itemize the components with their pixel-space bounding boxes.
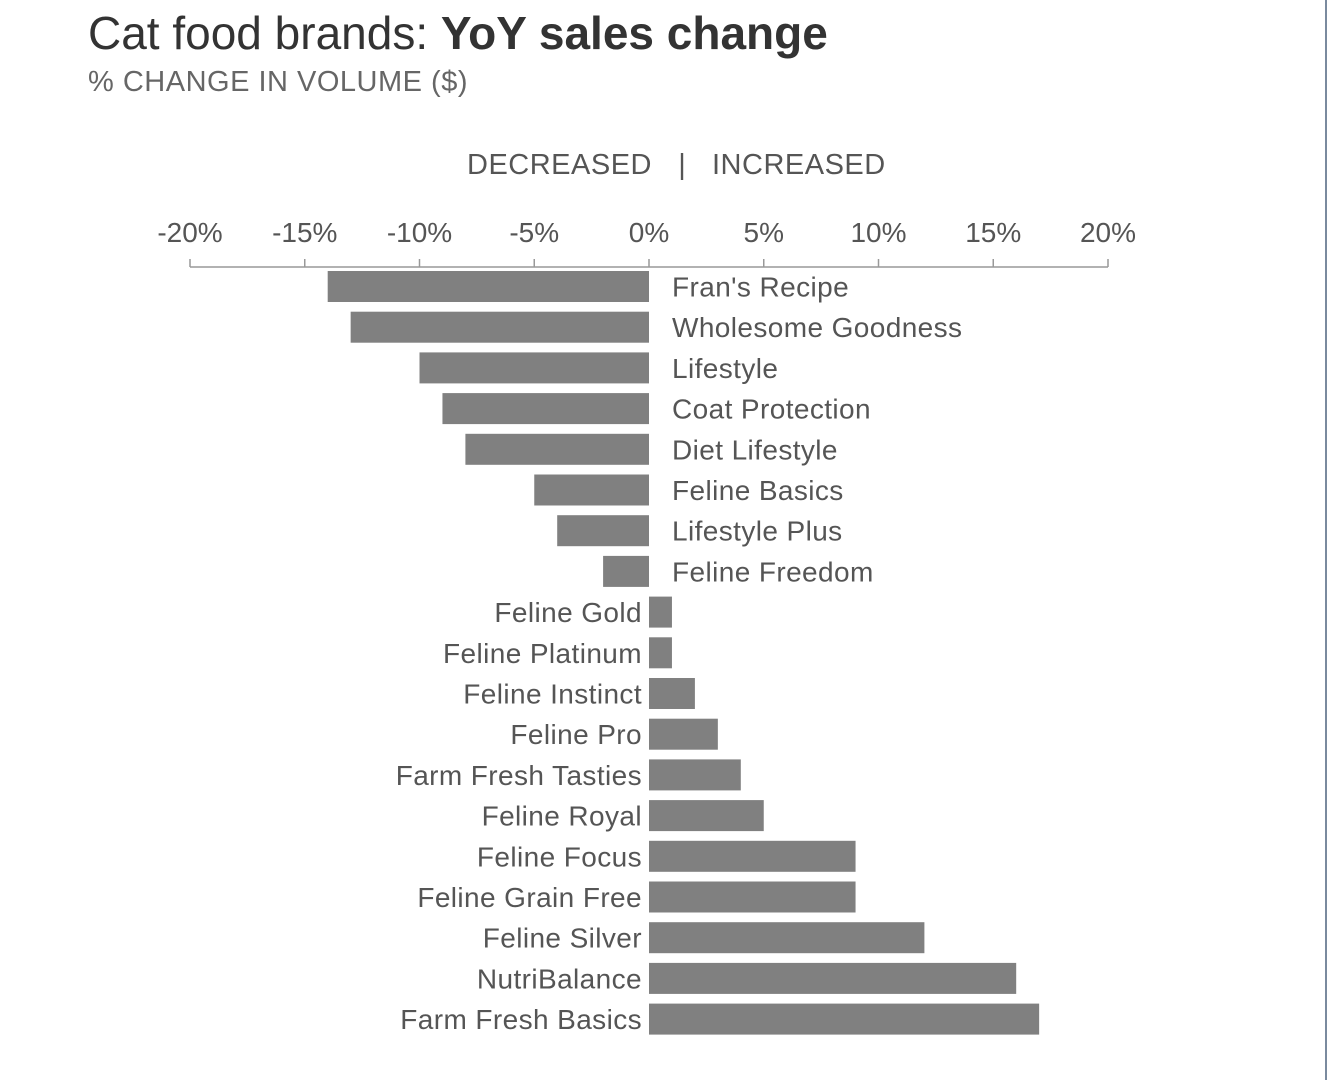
bar-coat-protection	[442, 393, 649, 425]
frame-edge	[1325, 0, 1327, 1080]
category-label: Feline Grain Free	[417, 882, 642, 913]
chart-subtitle: % CHANGE IN VOLUME ($)	[88, 66, 468, 98]
bar-feline-grain-free	[649, 881, 856, 913]
bars	[327, 271, 1040, 1035]
x-tick-label: 15%	[965, 217, 1021, 248]
x-tick-label: -5%	[509, 217, 559, 248]
bar-feline-focus	[649, 840, 856, 872]
x-axis: -20% -15% -10% -5% 0% 5% 10% 15% 20%	[157, 217, 1136, 268]
x-tick-label: 0%	[629, 217, 669, 248]
title-bold: YoY sales change	[440, 7, 828, 59]
category-label: Feline Focus	[477, 841, 642, 872]
x-tick-label: -20%	[157, 217, 222, 248]
category-label: Lifestyle	[672, 353, 778, 384]
direction-right-label: INCREASED	[712, 149, 886, 181]
chart-title: Cat food brands: YoY sales change	[88, 6, 828, 60]
direction-separator: |	[678, 149, 686, 181]
category-label: Feline Royal	[482, 801, 642, 832]
bar-lifestyle-plus	[557, 515, 649, 547]
bar-nutribalance	[649, 962, 1017, 994]
bar-wholesome-goodness	[350, 311, 649, 343]
category-label: Diet Lifestyle	[672, 434, 838, 465]
category-label: Lifestyle Plus	[672, 516, 843, 547]
x-tick-label: -10%	[387, 217, 452, 248]
bar-farm-fresh-basics	[649, 1003, 1040, 1035]
category-label: Farm Fresh Basics	[400, 1004, 642, 1035]
bar-feline-pro	[649, 718, 718, 750]
bar-feline-royal	[649, 800, 764, 832]
bar-diet-lifestyle	[465, 433, 649, 465]
category-label: Feline Instinct	[463, 679, 642, 710]
category-label: Feline Platinum	[443, 638, 642, 669]
category-label: Fran's Recipe	[672, 272, 849, 303]
category-label: Feline Silver	[483, 923, 642, 954]
category-label: Feline Gold	[494, 597, 642, 628]
bar-feline-silver	[649, 922, 925, 954]
bar-feline-freedom	[603, 555, 649, 587]
category-label: Farm Fresh Tasties	[396, 760, 642, 791]
category-label: Feline Freedom	[672, 556, 874, 587]
bar-fran-s-recipe	[327, 271, 649, 302]
bar-feline-instinct	[649, 678, 695, 709]
x-tick-label: 20%	[1080, 217, 1136, 248]
bar-lifestyle	[419, 352, 649, 384]
category-labels: Fran's Recipe Wholesome Goodness Lifestyle…	[396, 272, 962, 1036]
category-label: Feline Basics	[672, 475, 844, 506]
bar-feline-basics	[534, 474, 649, 506]
x-tick-label: 5%	[744, 217, 784, 248]
x-tick-label: 10%	[850, 217, 906, 248]
x-tick-label: -15%	[272, 217, 337, 248]
category-label: Feline Pro	[510, 719, 642, 750]
bar-feline-platinum	[649, 637, 672, 669]
category-label: Coat Protection	[672, 394, 871, 425]
category-label: Wholesome Goodness	[672, 312, 962, 343]
category-label: NutriBalance	[477, 963, 642, 994]
bar-farm-fresh-tasties	[649, 759, 741, 791]
title-prefix: Cat food brands:	[88, 7, 441, 59]
bar-feline-gold	[649, 596, 672, 628]
direction-left-label: DECREASED	[467, 149, 652, 181]
